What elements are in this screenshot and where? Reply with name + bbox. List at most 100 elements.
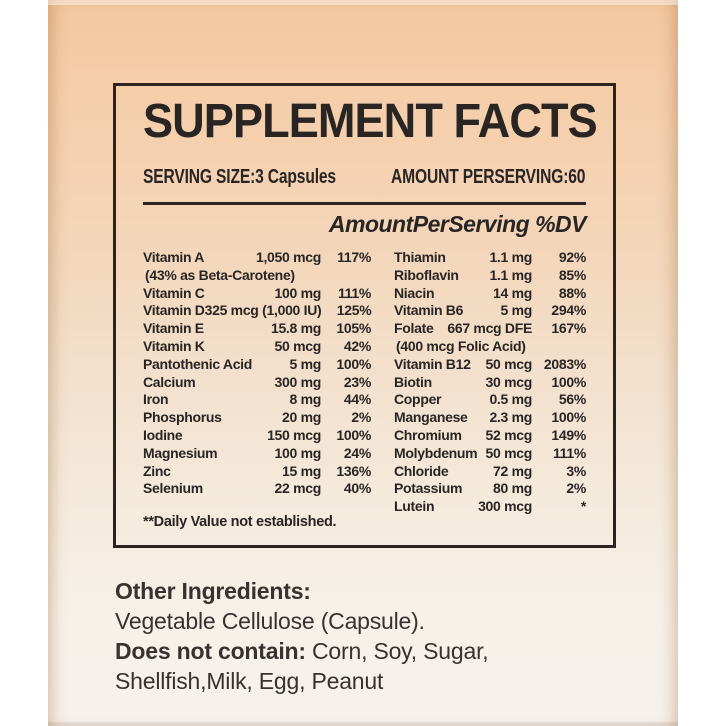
supplement-facts-panel: SUPPLEMENT FACTS SERVING SIZE:3 Capsules… (113, 83, 616, 548)
nutrient-row: Selenium 22 mcg 40% (143, 480, 371, 498)
nutrient-name: Biotin (394, 373, 432, 390)
nutrient-amount: 1,050 mcg (255, 249, 321, 265)
nutrient-row: Vitamin B6 5 mg 294% (394, 302, 586, 320)
nutrient-amount: 80 mg (493, 480, 532, 497)
nutrient-name: Magnesium (143, 444, 218, 461)
nutrient-amount: 20 mg (282, 409, 321, 426)
nutrient-row: Vitamin D3 25 mcg (1,000 IU) 125% (143, 302, 372, 320)
nutrient-name: Molybdenum (394, 444, 478, 461)
nutrient-row: Copper 0.5 mg 56% (394, 391, 586, 409)
nutrient-pct: 100% (551, 373, 586, 390)
nutrient-amount: 150 mcg (267, 426, 321, 443)
nutrient-row: Molybdenum 50 mcg 111% (394, 445, 586, 463)
nutrient-pct: 105% (336, 320, 371, 337)
other-ingredients-value: Vegetable Cellulose (Capsule). (115, 608, 425, 634)
divider-rule (143, 202, 586, 205)
nutrient-amount: 50 mcg (485, 444, 533, 461)
nutrient-amount: 1.1 mg (489, 266, 532, 283)
nutrient-name: Folate (394, 320, 434, 337)
nutrient-row: Niacin 14 mg 88% (394, 285, 586, 303)
nutrient-pct: * (580, 498, 586, 515)
nutrient-name: Selenium (143, 480, 203, 497)
nutrient-pct: 42% (343, 337, 371, 354)
nutrient-pct: 92% (558, 249, 586, 265)
nutrient-row: Iron 8 mg 44% (143, 391, 371, 409)
nutrient-pct: 100% (551, 409, 586, 426)
nutrient-amount: 50 mcg (485, 355, 533, 372)
nutrient-pct: 111% (552, 444, 586, 461)
nutrient-name: Riboflavin (394, 266, 459, 283)
panel-title: SUPPLEMENT FACTS (143, 95, 598, 148)
nutrient-name: Vitamin A (143, 249, 205, 265)
nutrient-amount: 300 mg (274, 373, 322, 390)
nutrient-row: Biotin 30 mcg 100% (394, 374, 586, 392)
nutrient-name: Chromium (394, 426, 462, 443)
nutrient-name: Potassium (394, 480, 463, 497)
nutrient-name: Thiamin (394, 249, 446, 265)
nutrients-column-left: Vitamin A 1,050 mcg 117% (43% as Beta-Carot… (143, 249, 372, 516)
nutrient-pct: 136% (336, 462, 371, 479)
nutrient-pct: 88% (558, 284, 586, 301)
nutrient-row: Lutein 300 mcg * (394, 498, 586, 516)
other-info-section: Other Ingredients: Vegetable Cellulose (… (115, 576, 615, 696)
nutrient-pct: 2% (351, 409, 371, 426)
nutrient-amount: 5 mg (500, 302, 533, 319)
nutrient-amount: 15.8 mg (270, 320, 321, 337)
nutrient-row: Chloride 72 mg 3% (394, 463, 586, 481)
nutrient-name: Pantothenic Acid (143, 355, 253, 372)
nutrient-name: Vitamin C (143, 284, 205, 301)
nutrient-name: Lutein (394, 498, 435, 515)
nutrient-row: Phosphorus 20 mg 2% (143, 409, 371, 427)
nutrient-amount: 72 mg (493, 462, 532, 479)
nutrient-amount: 100 mg (274, 444, 322, 461)
nutrient-row: Calcium 300 mg 23% (143, 374, 371, 392)
pouch-bottom-edge (48, 722, 678, 726)
nutrient-pct: 3% (566, 462, 586, 479)
nutrient-name: Zinc (143, 462, 171, 479)
nutrient-name: Vitamin B12 (394, 355, 471, 372)
nutrient-pct: 100% (336, 355, 371, 372)
nutrient-amount: 14 mg (493, 284, 532, 301)
nutrient-amount: 30 mcg (485, 373, 533, 390)
does-not-contain-items: Corn, Soy, Sugar, (305, 638, 489, 664)
nutrient-name: Niacin (394, 284, 435, 301)
nutrient-name: Manganese (394, 409, 468, 426)
nutrient-pct: 117% (337, 249, 371, 265)
nutrient-amount: 52 mcg (485, 426, 533, 443)
nutrient-row: Thiamin 1.1 mg 92% (394, 249, 586, 267)
does-not-contain-line2: Shellfish,Milk, Egg, Peanut (115, 668, 384, 694)
nutrient-amount: 100 mg (274, 284, 322, 301)
nutrient-row: Vitamin A 1,050 mcg 117% (143, 249, 371, 267)
nutrient-pct: 56% (558, 391, 586, 408)
nutrients-column-right: Thiamin 1.1 mg 92% Riboflavin 1.1 mg 85% Niaci… (394, 249, 586, 516)
nutrient-amount: 1.1 mg (489, 249, 532, 265)
amount-per-serving-count: AMOUNT PERSERVING:60 (391, 166, 586, 188)
nutrient-row: Zinc 15 mg 136% (143, 463, 371, 481)
nutrient-row: Vitamin B12 50 mcg 2083% (394, 356, 586, 374)
nutrient-name: Iodine (143, 426, 183, 443)
nutrient-row: Folate 667 mcg DFE 167% (394, 320, 586, 338)
column-header: AmountPerServing %DV (328, 211, 587, 237)
nutrient-pct: 2083% (543, 355, 586, 372)
nutrient-name: Copper (394, 391, 442, 408)
nutrient-pct: 100% (336, 426, 371, 443)
nutrient-amount: 25 mcg (1,000 IU) (212, 302, 322, 319)
nutrient-name: Calcium (143, 373, 196, 390)
nutrient-pct: 23% (343, 373, 371, 390)
nutrient-amount: 15 mg (282, 462, 321, 479)
nutrient-row: Pantothenic Acid 5 mg 100% (143, 356, 371, 374)
nutrient-name: (400 mcg Folic Acid) (396, 337, 526, 354)
nutrient-name: Vitamin B6 (394, 302, 464, 319)
nutrient-pct: 2% (566, 480, 586, 497)
nutrient-pct: 24% (343, 444, 371, 461)
nutrient-row: Vitamin C 100 mg 111% (143, 285, 371, 303)
nutrients-table: Vitamin A 1,050 mcg 117% (43% as Beta-Carot… (143, 249, 586, 516)
nutrient-pct: 125% (336, 302, 372, 319)
nutrient-pct: 85% (558, 266, 586, 283)
nutrient-row: Potassium 80 mg 2% (394, 480, 586, 498)
nutrient-row: Manganese 2.3 mg 100% (394, 409, 586, 427)
nutrient-name: Phosphorus (143, 409, 222, 426)
pouch-background: SUPPLEMENT FACTS SERVING SIZE:3 Capsules… (48, 0, 678, 726)
serving-size-text: SERVING SIZE:3 Capsules (143, 166, 336, 188)
nutrient-row: Iodine 150 mcg 100% (143, 427, 371, 445)
